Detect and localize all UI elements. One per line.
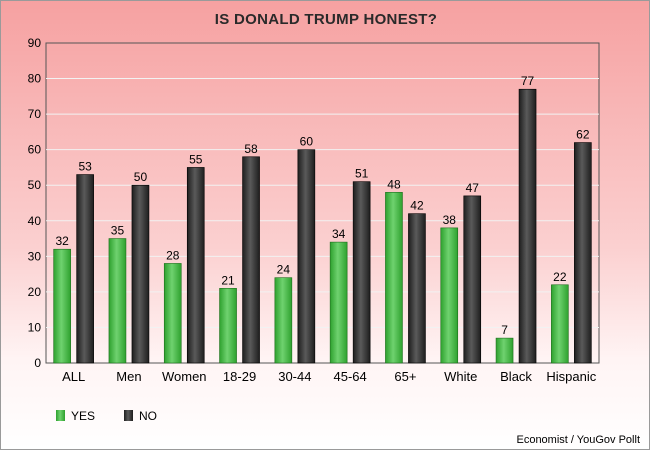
x-category-label: 45-64 — [334, 369, 367, 384]
data-label: 53 — [78, 160, 92, 174]
legend-swatch-no — [124, 410, 133, 421]
bar-yes-65+ — [385, 192, 403, 364]
x-category-label: Black — [500, 369, 532, 384]
bar-no-men — [131, 184, 150, 364]
x-axis-categories: ALL Men Women 18-29 30-44 45-64 65+ White Black H… — [62, 369, 597, 384]
y-axis-ticks: 0 10 20 30 40 50 60 70 80 90 — [28, 36, 42, 370]
gridlines — [46, 78, 599, 328]
data-label: 21 — [221, 273, 235, 287]
y-tick-label: 20 — [28, 285, 42, 299]
data-label: 22 — [553, 270, 567, 284]
y-tick-label: 80 — [28, 72, 42, 86]
y-tick-label: 10 — [28, 320, 42, 334]
x-category-label: 65+ — [394, 369, 416, 384]
x-category-label: ALL — [62, 369, 85, 384]
bar-yes-white — [440, 227, 459, 364]
x-category-label: White — [444, 369, 477, 384]
bar-yes-18-29 — [219, 288, 237, 364]
plot-area — [45, 42, 600, 364]
data-label: 77 — [521, 74, 535, 88]
y-tick-label: 60 — [28, 143, 42, 157]
x-category-label: Hispanic — [546, 369, 596, 384]
data-label: 24 — [277, 263, 291, 277]
data-label: 47 — [466, 181, 480, 195]
bar-yes-45-64 — [329, 241, 348, 364]
bar-no-18-29 — [242, 156, 260, 364]
y-tick-label: 40 — [28, 214, 42, 228]
data-label: 42 — [410, 199, 424, 213]
bar-yes-women — [163, 263, 182, 364]
data-label: 50 — [134, 170, 148, 184]
source-credit: Economist / YouGov Pollt — [516, 434, 640, 446]
legend-label-no: NO — [139, 409, 157, 423]
x-category-label: 30-44 — [278, 369, 311, 384]
data-label: 58 — [244, 142, 258, 156]
bar-no-65+ — [408, 213, 426, 364]
x-category-label: Women — [162, 369, 207, 384]
data-label: 62 — [576, 128, 590, 142]
legend-swatch-yes — [56, 410, 65, 421]
y-tick-label: 70 — [28, 107, 42, 121]
data-label: 34 — [332, 227, 346, 241]
bar-no-30-44 — [297, 149, 316, 364]
bar-no-45-64 — [352, 181, 371, 364]
y-tick-label: 50 — [28, 178, 42, 192]
bar-no-women — [186, 167, 205, 364]
data-label: 51 — [355, 167, 369, 181]
data-label: 38 — [443, 213, 457, 227]
data-label: 32 — [55, 234, 69, 248]
x-category-label: 18-29 — [223, 369, 256, 384]
bar-no-black — [518, 88, 537, 364]
data-label: 48 — [387, 177, 401, 191]
legend-label-yes: YES — [71, 409, 95, 423]
legend: YES NO — [56, 409, 157, 423]
chart-title: IS DONALD TRUMP HONEST? — [215, 11, 437, 28]
data-label: 55 — [189, 152, 203, 166]
bar-yes-all — [53, 248, 71, 364]
bars — [53, 88, 592, 364]
data-label: 7 — [501, 323, 508, 337]
data-label: 60 — [300, 135, 314, 149]
data-label: 28 — [166, 248, 180, 262]
bar-yes-hispanic — [551, 284, 569, 364]
data-label: 35 — [111, 224, 125, 238]
bar-no-white — [463, 195, 482, 364]
bar-yes-black — [495, 337, 514, 364]
x-category-label: Men — [116, 369, 141, 384]
bar-yes-30-44 — [274, 277, 293, 364]
bar-no-all — [76, 174, 94, 364]
bar-yes-men — [108, 238, 127, 364]
y-tick-label: 30 — [28, 249, 42, 263]
bar-no-hispanic — [574, 142, 592, 364]
y-tick-label: 0 — [34, 356, 41, 370]
y-tick-label: 90 — [28, 36, 42, 50]
